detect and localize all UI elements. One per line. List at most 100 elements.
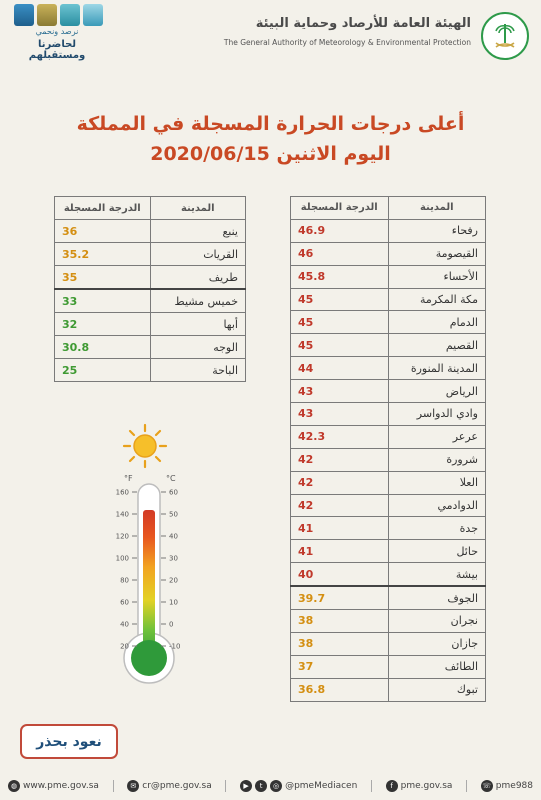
- palm-swords-icon: [495, 24, 515, 48]
- fahrenheit-tick-label: 120: [116, 533, 129, 541]
- facebook-text: pme.gov.sa: [400, 780, 453, 791]
- temperature-value: 41: [290, 539, 389, 564]
- right-temperature-table: المدينة الدرجة المسجلة رفحاء 46.9 القيصومة…: [290, 196, 486, 702]
- table-row: شرورة 42: [290, 447, 486, 472]
- city-name: الأحساء: [387, 264, 486, 289]
- facebook-icon: f: [385, 779, 398, 792]
- divider: [112, 779, 114, 792]
- slogan-logo: [14, 4, 103, 26]
- fahrenheit-tick-label: 20: [120, 643, 129, 651]
- unit-fahrenheit: °F: [124, 474, 133, 483]
- temperature-value: 44: [290, 356, 389, 381]
- table-header-row: المدينة الدرجة المسجلة: [290, 196, 486, 220]
- celsius-tick-label: 0: [169, 621, 173, 629]
- temperature-value: 30.8: [54, 335, 151, 359]
- table-row: المدينة المنورة 44: [290, 356, 486, 381]
- footer-email[interactable]: ✉ cr@pme.gov.sa: [127, 779, 212, 792]
- slogan-sub: نرصد ونحمي: [35, 27, 79, 36]
- fahrenheit-tick-label: 140: [116, 511, 129, 519]
- fahrenheit-tick-label: 160: [116, 489, 129, 497]
- temperature-value: 39.7: [290, 585, 389, 611]
- org-name-english: The General Authority of Meteorology & E…: [223, 38, 471, 47]
- slogan-main: لحاضرنا ومستقبلهم: [28, 39, 86, 61]
- city-name: رفحاء: [387, 218, 486, 243]
- table-row: خميس مشيط 33: [54, 288, 247, 313]
- fahrenheit-tick-label: 40: [120, 621, 129, 629]
- table-row: الوجه 30.8: [54, 335, 247, 359]
- city-name: وادي الدواسر: [387, 402, 486, 426]
- city-name: الدوادمي: [387, 493, 486, 518]
- city-name: الوجه: [149, 335, 247, 359]
- temperature-value: 42: [290, 447, 389, 472]
- globe-icon: ◍: [8, 779, 20, 792]
- sun-icon: [122, 423, 168, 469]
- fahrenheit-tick-label: 80: [120, 577, 129, 585]
- sea-icon: [83, 4, 103, 26]
- table-row: طريف 35: [54, 265, 247, 290]
- temp-column-header: الدرجة المسجلة: [290, 196, 389, 220]
- leaf-icon: [60, 4, 80, 26]
- city-name: الباحة: [149, 358, 247, 382]
- temp-column-header: الدرجة المسجلة: [54, 196, 151, 220]
- table-row: مكة المكرمة 45: [290, 287, 486, 312]
- city-column-header: المدينة: [387, 196, 486, 220]
- instagram-icon: ◎: [270, 779, 283, 792]
- city-name: جدة: [387, 516, 486, 541]
- temperature-value: 37: [290, 654, 389, 679]
- table-row: جدة 41: [290, 516, 486, 541]
- header: نرصد ونحمي لحاضرنا ومستقبلهم الهيئة العا…: [0, 0, 541, 70]
- temperature-value: 36: [54, 219, 151, 243]
- temperature-value: 33: [54, 288, 151, 313]
- phone-text: pme988: [495, 780, 533, 791]
- temperature-value: 41: [290, 516, 389, 541]
- footer-social[interactable]: ▶ t ◎ @pmeMediacen: [240, 779, 357, 792]
- temperature-value: 25: [54, 358, 151, 382]
- left-temperature-table: المدينة الدرجة المسجلة ينبع 36 القريات 35.2…: [54, 196, 247, 382]
- city-name: القصيم: [387, 333, 486, 358]
- org-name-arabic: الهيئة العامة للأرصاد وحماية البيئة: [255, 16, 471, 31]
- temperature-value: 38: [290, 631, 389, 656]
- celsius-tick-label: 60: [169, 489, 178, 497]
- celsius-tick-label: 10: [169, 599, 178, 607]
- table-header-row: المدينة الدرجة المسجلة: [54, 196, 247, 220]
- table-row: وادي الدواسر 43: [290, 402, 486, 426]
- footer-website[interactable]: ◍ www.pme.gov.sa: [8, 779, 99, 792]
- website-text: www.pme.gov.sa: [23, 780, 99, 791]
- table-row: جازان 38: [290, 631, 486, 656]
- temperature-value: 42.3: [290, 424, 389, 449]
- city-name: أبها: [149, 312, 247, 336]
- table-row: القيصومة 46: [290, 241, 486, 266]
- table-row: العلا 42: [290, 470, 486, 495]
- temperature-value: 35: [54, 265, 151, 290]
- email-icon: ✉: [127, 779, 140, 792]
- city-name: شرورة: [387, 447, 486, 472]
- table-row: القريات 35.2: [54, 242, 247, 266]
- city-name: تبوك: [387, 677, 486, 702]
- campaign-badge: نعود بحذر: [20, 724, 118, 759]
- table-row: الدوادمي 42: [290, 493, 486, 518]
- city-name: طريف: [149, 265, 247, 290]
- city-name: القيصومة: [387, 241, 486, 266]
- email-text: cr@pme.gov.sa: [142, 780, 212, 791]
- table-row: الرياض 43: [290, 379, 486, 404]
- wave-icon: [14, 4, 34, 26]
- city-name: ينبع: [149, 219, 247, 243]
- table-row: الدمام 45: [290, 310, 486, 335]
- fahrenheit-tick-label: 100: [116, 555, 129, 563]
- footer: ◍ www.pme.gov.sa ✉ cr@pme.gov.sa ▶ t ◎ @…: [0, 771, 541, 800]
- city-name: جازان: [387, 631, 486, 656]
- temperature-value: 45: [290, 287, 389, 312]
- temperature-value: 45: [290, 333, 389, 358]
- city-name: نجران: [387, 609, 486, 633]
- table-row: رفحاء 46.9: [290, 218, 486, 243]
- temperature-value: 36.8: [290, 677, 389, 702]
- celsius-tick-label: 50: [169, 511, 178, 519]
- celsius-tick-label: 30: [169, 555, 178, 563]
- footer-facebook[interactable]: f pme.gov.sa: [385, 779, 453, 792]
- table-row: الجوف 39.7: [290, 585, 486, 611]
- city-name: العلا: [387, 470, 486, 495]
- footer-phone[interactable]: ☏ pme988: [480, 779, 533, 792]
- twitter-icon: t: [255, 779, 268, 792]
- city-name: الجوف: [387, 585, 486, 611]
